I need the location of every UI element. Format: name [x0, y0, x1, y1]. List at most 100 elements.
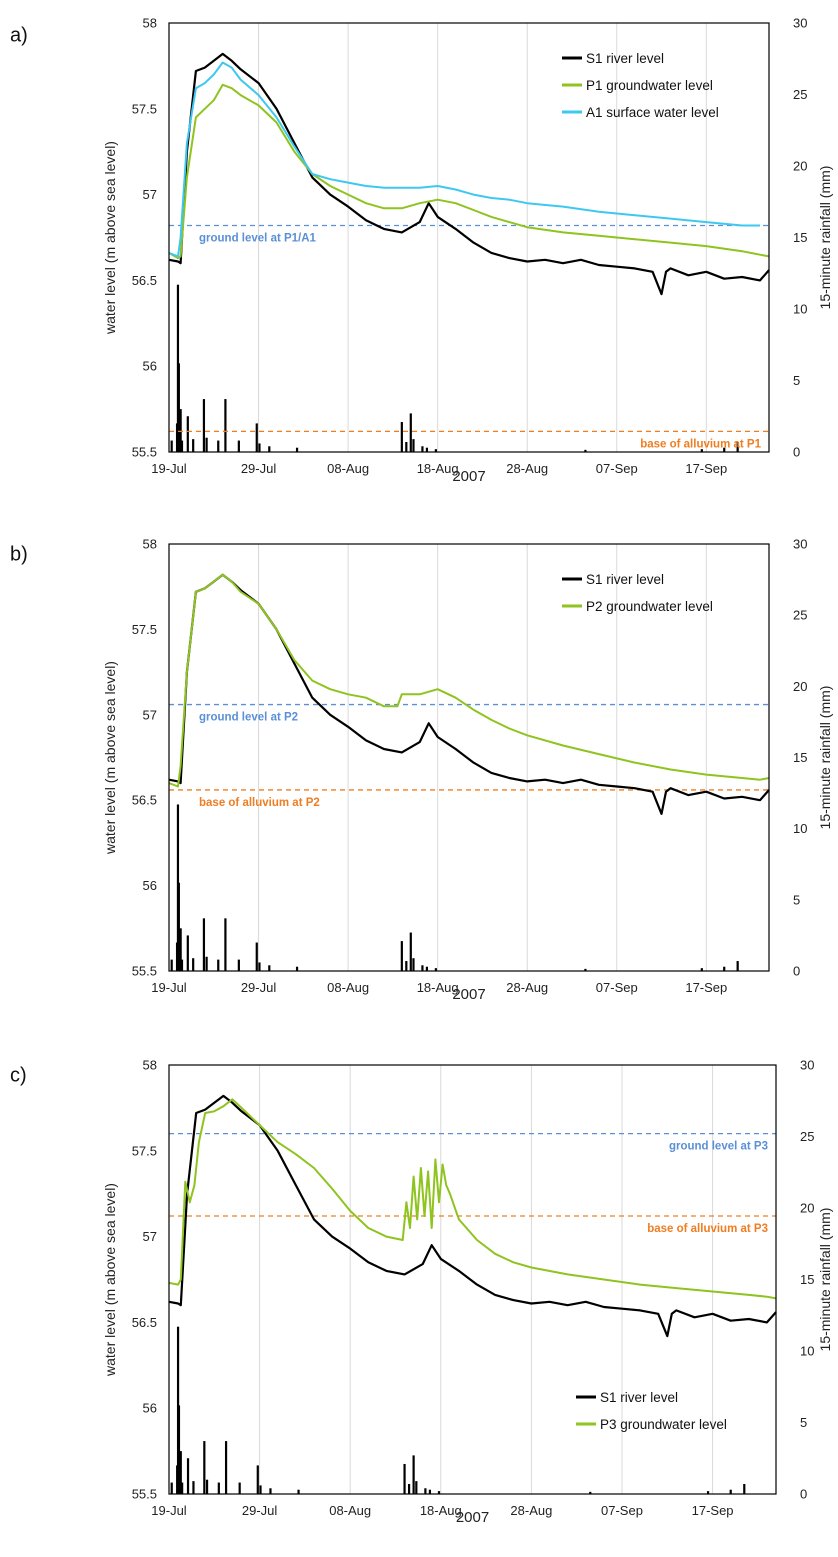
x-tick-label: 28-Aug	[510, 1503, 552, 1518]
y-tick-label: 56.5	[132, 793, 157, 808]
rainfall-bar	[205, 1479, 209, 1494]
rainfall-bar	[743, 1483, 746, 1494]
legend-label: P1 groundwater level	[586, 78, 713, 93]
y-tick-label: 56	[143, 359, 157, 374]
x-tick-label: 18-Aug	[417, 461, 459, 476]
rainfall-bar	[403, 1463, 406, 1494]
x-tick-label: 17-Sep	[692, 1503, 734, 1518]
y2-tick-label: 25	[793, 87, 807, 102]
rainfall-bar	[181, 1482, 184, 1494]
rainfall-bar	[179, 928, 182, 971]
rainfall-bar	[589, 1491, 592, 1494]
legend-label: S1 river level	[586, 51, 664, 66]
y-axis-title: water level (m above sea level)	[102, 661, 118, 855]
rainfall-bar	[736, 961, 739, 971]
rainfall-bar	[269, 1488, 272, 1494]
y2-tick-label: 0	[800, 1487, 807, 1502]
legend-label: P3 groundwater level	[600, 1417, 727, 1432]
x-tick-label: 19-Jul	[151, 1503, 187, 1518]
rainfall-bar	[224, 399, 227, 452]
rainfall-bar	[268, 965, 271, 971]
x-tick-label: 18-Aug	[420, 1503, 462, 1518]
y2-tick-label: 10	[800, 1344, 814, 1359]
y-axis-title: water level (m above sea level)	[102, 1183, 118, 1377]
series-line	[168, 573, 770, 788]
rainfall-bar	[258, 962, 261, 971]
rainfall-bar	[405, 441, 408, 452]
x-tick-label: 29-Jul	[242, 1503, 278, 1518]
rainfall-bar	[258, 443, 261, 452]
y2-tick-label: 10	[793, 302, 807, 317]
rainfall-bar	[217, 440, 220, 452]
rainfall-bar	[255, 942, 258, 971]
rainfall-bar	[295, 447, 299, 452]
rainfall-bar	[202, 399, 206, 452]
rainfall-bar	[425, 447, 429, 452]
reference-label: ground level at P2	[199, 712, 298, 724]
rainfall-bar	[256, 1465, 259, 1494]
reference-label: base of alluvium at P1	[640, 438, 761, 450]
x-tick-label: 28-Aug	[506, 980, 548, 995]
rainfall-bar	[736, 441, 739, 452]
rainfall-bar	[424, 1488, 427, 1494]
y2-axis-title: 15-minute rainfall (mm)	[817, 1208, 833, 1352]
rainfall-bar	[238, 1482, 241, 1494]
rainfall-bar	[180, 959, 184, 971]
rainfall-bar	[237, 440, 240, 452]
y2-tick-label: 30	[793, 16, 807, 31]
rainfall-bar	[177, 882, 180, 971]
rainfall-bar	[584, 449, 587, 452]
reference-label: ground level at P1/A1	[199, 232, 317, 244]
y-tick-label: 57	[143, 187, 157, 202]
rainfall-bar	[584, 968, 587, 971]
y-tick-label: 58	[143, 537, 157, 552]
x-tick-label: 07-Sep	[601, 1503, 643, 1518]
legend-label: P2 groundwater level	[586, 599, 713, 614]
panel-label: c)	[10, 1065, 27, 1087]
series-line	[168, 61, 760, 258]
chart-panel-a: a) ground level at P1/A1 base of alluvium …	[10, 16, 833, 486]
y-tick-label: 55.5	[132, 1487, 157, 1502]
rainfall-bar	[421, 446, 424, 452]
y-tick-label: 57.5	[132, 101, 157, 116]
y-tick-label: 57.5	[132, 1143, 157, 1158]
x-tick-label: 07-Sep	[596, 461, 638, 476]
rainfall-bar	[255, 423, 258, 452]
rainfall-bar	[203, 1441, 206, 1494]
series-line	[168, 1098, 777, 1300]
rainfall-bar	[723, 447, 726, 452]
legend-label: S1 river level	[600, 1390, 678, 1405]
panel-label: a)	[10, 25, 28, 47]
reference-label: base of alluvium at P3	[647, 1223, 768, 1235]
rainfall-bar	[268, 446, 271, 452]
y-tick-label: 58	[143, 1058, 157, 1073]
plot-frame	[168, 543, 770, 972]
x-tick-label: 08-Aug	[329, 1503, 371, 1518]
chart-panel-b: b) ground level at P2 base of alluvium at …	[10, 537, 833, 1004]
rainfall-bar	[415, 1481, 418, 1494]
series-line	[168, 1094, 777, 1338]
y-tick-label: 55.5	[132, 445, 157, 460]
rainfall-bar	[186, 1458, 190, 1494]
plot-frame	[168, 1064, 777, 1495]
x-tick-label: 29-Jul	[241, 980, 277, 995]
y2-tick-label: 10	[793, 821, 807, 836]
y-tick-label: 56.5	[132, 1315, 157, 1330]
x-tick-label: 08-Aug	[327, 461, 369, 476]
y-tick-label: 56	[143, 878, 157, 893]
rainfall-bar	[170, 959, 173, 971]
y-tick-label: 57	[143, 707, 157, 722]
x-tick-label: 17-Sep	[685, 980, 727, 995]
rainfall-bar	[297, 1489, 300, 1494]
rainfall-bar	[428, 1489, 432, 1494]
rainfall-bar	[202, 918, 206, 971]
rainfall-bar	[177, 1405, 181, 1494]
x-tick-label: 29-Jul	[241, 461, 277, 476]
x-axis-title: 2007	[452, 986, 485, 1003]
rainfall-bar	[434, 968, 437, 971]
rainfall-bar	[400, 421, 403, 452]
rainfall-bar	[412, 439, 415, 452]
y-tick-label: 56	[143, 1401, 157, 1416]
y2-tick-label: 25	[793, 608, 807, 623]
rainfall-bar	[700, 968, 703, 971]
